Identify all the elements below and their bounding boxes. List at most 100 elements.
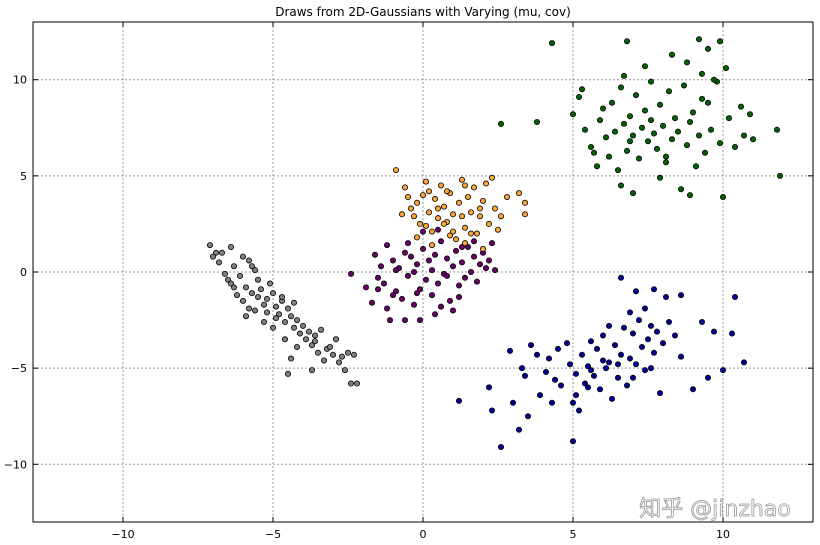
scatter-point: [525, 413, 532, 420]
scatter-point: [455, 397, 462, 404]
scatter-point: [410, 213, 417, 220]
scatter-point: [651, 349, 658, 356]
scatter-point: [491, 205, 498, 212]
scatter-point: [299, 322, 306, 329]
y-tick-label: −10: [4, 458, 27, 471]
series-4: [497, 36, 784, 200]
scatter-point: [449, 307, 456, 314]
scatter-point: [227, 280, 234, 287]
scatter-point: [494, 226, 501, 233]
scatter-point: [209, 253, 216, 260]
scatter-point: [440, 203, 447, 210]
scatter-point: [627, 355, 634, 362]
scatter-point: [461, 274, 468, 281]
scatter-point: [663, 159, 670, 166]
scatter-point: [597, 117, 604, 124]
scatter-point: [344, 349, 351, 356]
scatter-point: [693, 163, 700, 170]
scatter-point: [347, 270, 354, 277]
scatter-point: [434, 280, 441, 287]
scatter-point: [654, 328, 661, 335]
scatter-point: [392, 267, 399, 274]
scatter-point: [341, 367, 348, 374]
scatter-point: [461, 240, 468, 247]
scatter-point: [648, 322, 655, 329]
scatter-point: [711, 328, 718, 335]
scatter-point: [251, 307, 258, 314]
scatter-point: [386, 317, 393, 324]
scatter-point: [639, 124, 646, 131]
scatter-point: [630, 190, 637, 197]
scatter-point: [389, 257, 396, 264]
scatter-point: [419, 245, 426, 252]
series-3: [455, 274, 748, 450]
scatter-point: [398, 211, 405, 218]
scatter-point: [389, 292, 396, 299]
scatter-point: [287, 355, 294, 362]
scatter-point: [603, 365, 610, 372]
scatter-point: [705, 374, 712, 381]
scatter-point: [224, 276, 231, 283]
scatter-point: [437, 182, 444, 189]
y-tick-label: −5: [11, 362, 27, 375]
scatter-point: [260, 301, 267, 308]
scatter-point: [473, 230, 480, 237]
x-tick-label: 10: [716, 528, 730, 541]
scatter-point: [558, 382, 565, 389]
scatter-point: [666, 318, 673, 325]
scatter-point: [696, 36, 703, 43]
scatter-point: [326, 343, 333, 350]
scatter-point: [699, 95, 706, 102]
scatter-point: [711, 76, 718, 83]
scatter-point: [470, 253, 477, 260]
scatter-point: [221, 270, 228, 277]
scatter-point: [470, 238, 477, 245]
scatter-point: [428, 228, 435, 235]
scatter-point: [431, 195, 438, 202]
scatter-point: [479, 197, 486, 204]
x-tick-label: 5: [570, 528, 577, 541]
scatter-point: [621, 120, 628, 127]
scatter-point: [470, 184, 477, 191]
scatter-point: [612, 128, 619, 135]
scatter-point: [350, 351, 357, 358]
scatter-point: [506, 347, 513, 354]
scatter-point: [272, 315, 279, 322]
scatter-point: [618, 274, 625, 281]
scatter-point: [642, 367, 649, 374]
scatter-point: [434, 205, 441, 212]
scatter-point: [464, 243, 471, 250]
scatter-point: [488, 174, 495, 181]
scatter-point: [416, 286, 423, 293]
scatter-point: [260, 318, 267, 325]
scatter-point: [485, 384, 492, 391]
scatter-point: [233, 292, 240, 299]
scatter-point: [570, 399, 577, 406]
scatter-point: [573, 370, 580, 377]
scatter-point: [522, 199, 529, 206]
scatter-point: [434, 226, 441, 233]
scatter-point: [449, 228, 456, 235]
scatter-point: [467, 268, 474, 275]
scatter-point: [741, 359, 748, 366]
scatter-point: [663, 293, 670, 300]
scatter-point: [401, 317, 408, 324]
scatter-point: [392, 288, 399, 295]
scatter-point: [368, 299, 375, 306]
scatter-point: [687, 119, 694, 126]
scatter-point: [410, 268, 417, 275]
scatter-point: [485, 257, 492, 264]
scatter-point: [699, 318, 706, 325]
scatter-point: [284, 305, 291, 312]
scatter-point: [473, 278, 480, 285]
scatter-point: [552, 376, 559, 383]
scatter-point: [422, 276, 429, 283]
scatter-point: [503, 193, 510, 200]
scatter-point: [434, 215, 441, 222]
x-tick-label: −10: [111, 528, 134, 541]
scatter-point: [600, 332, 607, 339]
scatter-point: [702, 149, 709, 156]
scatter-point: [684, 59, 691, 66]
scatter-point: [407, 253, 414, 260]
